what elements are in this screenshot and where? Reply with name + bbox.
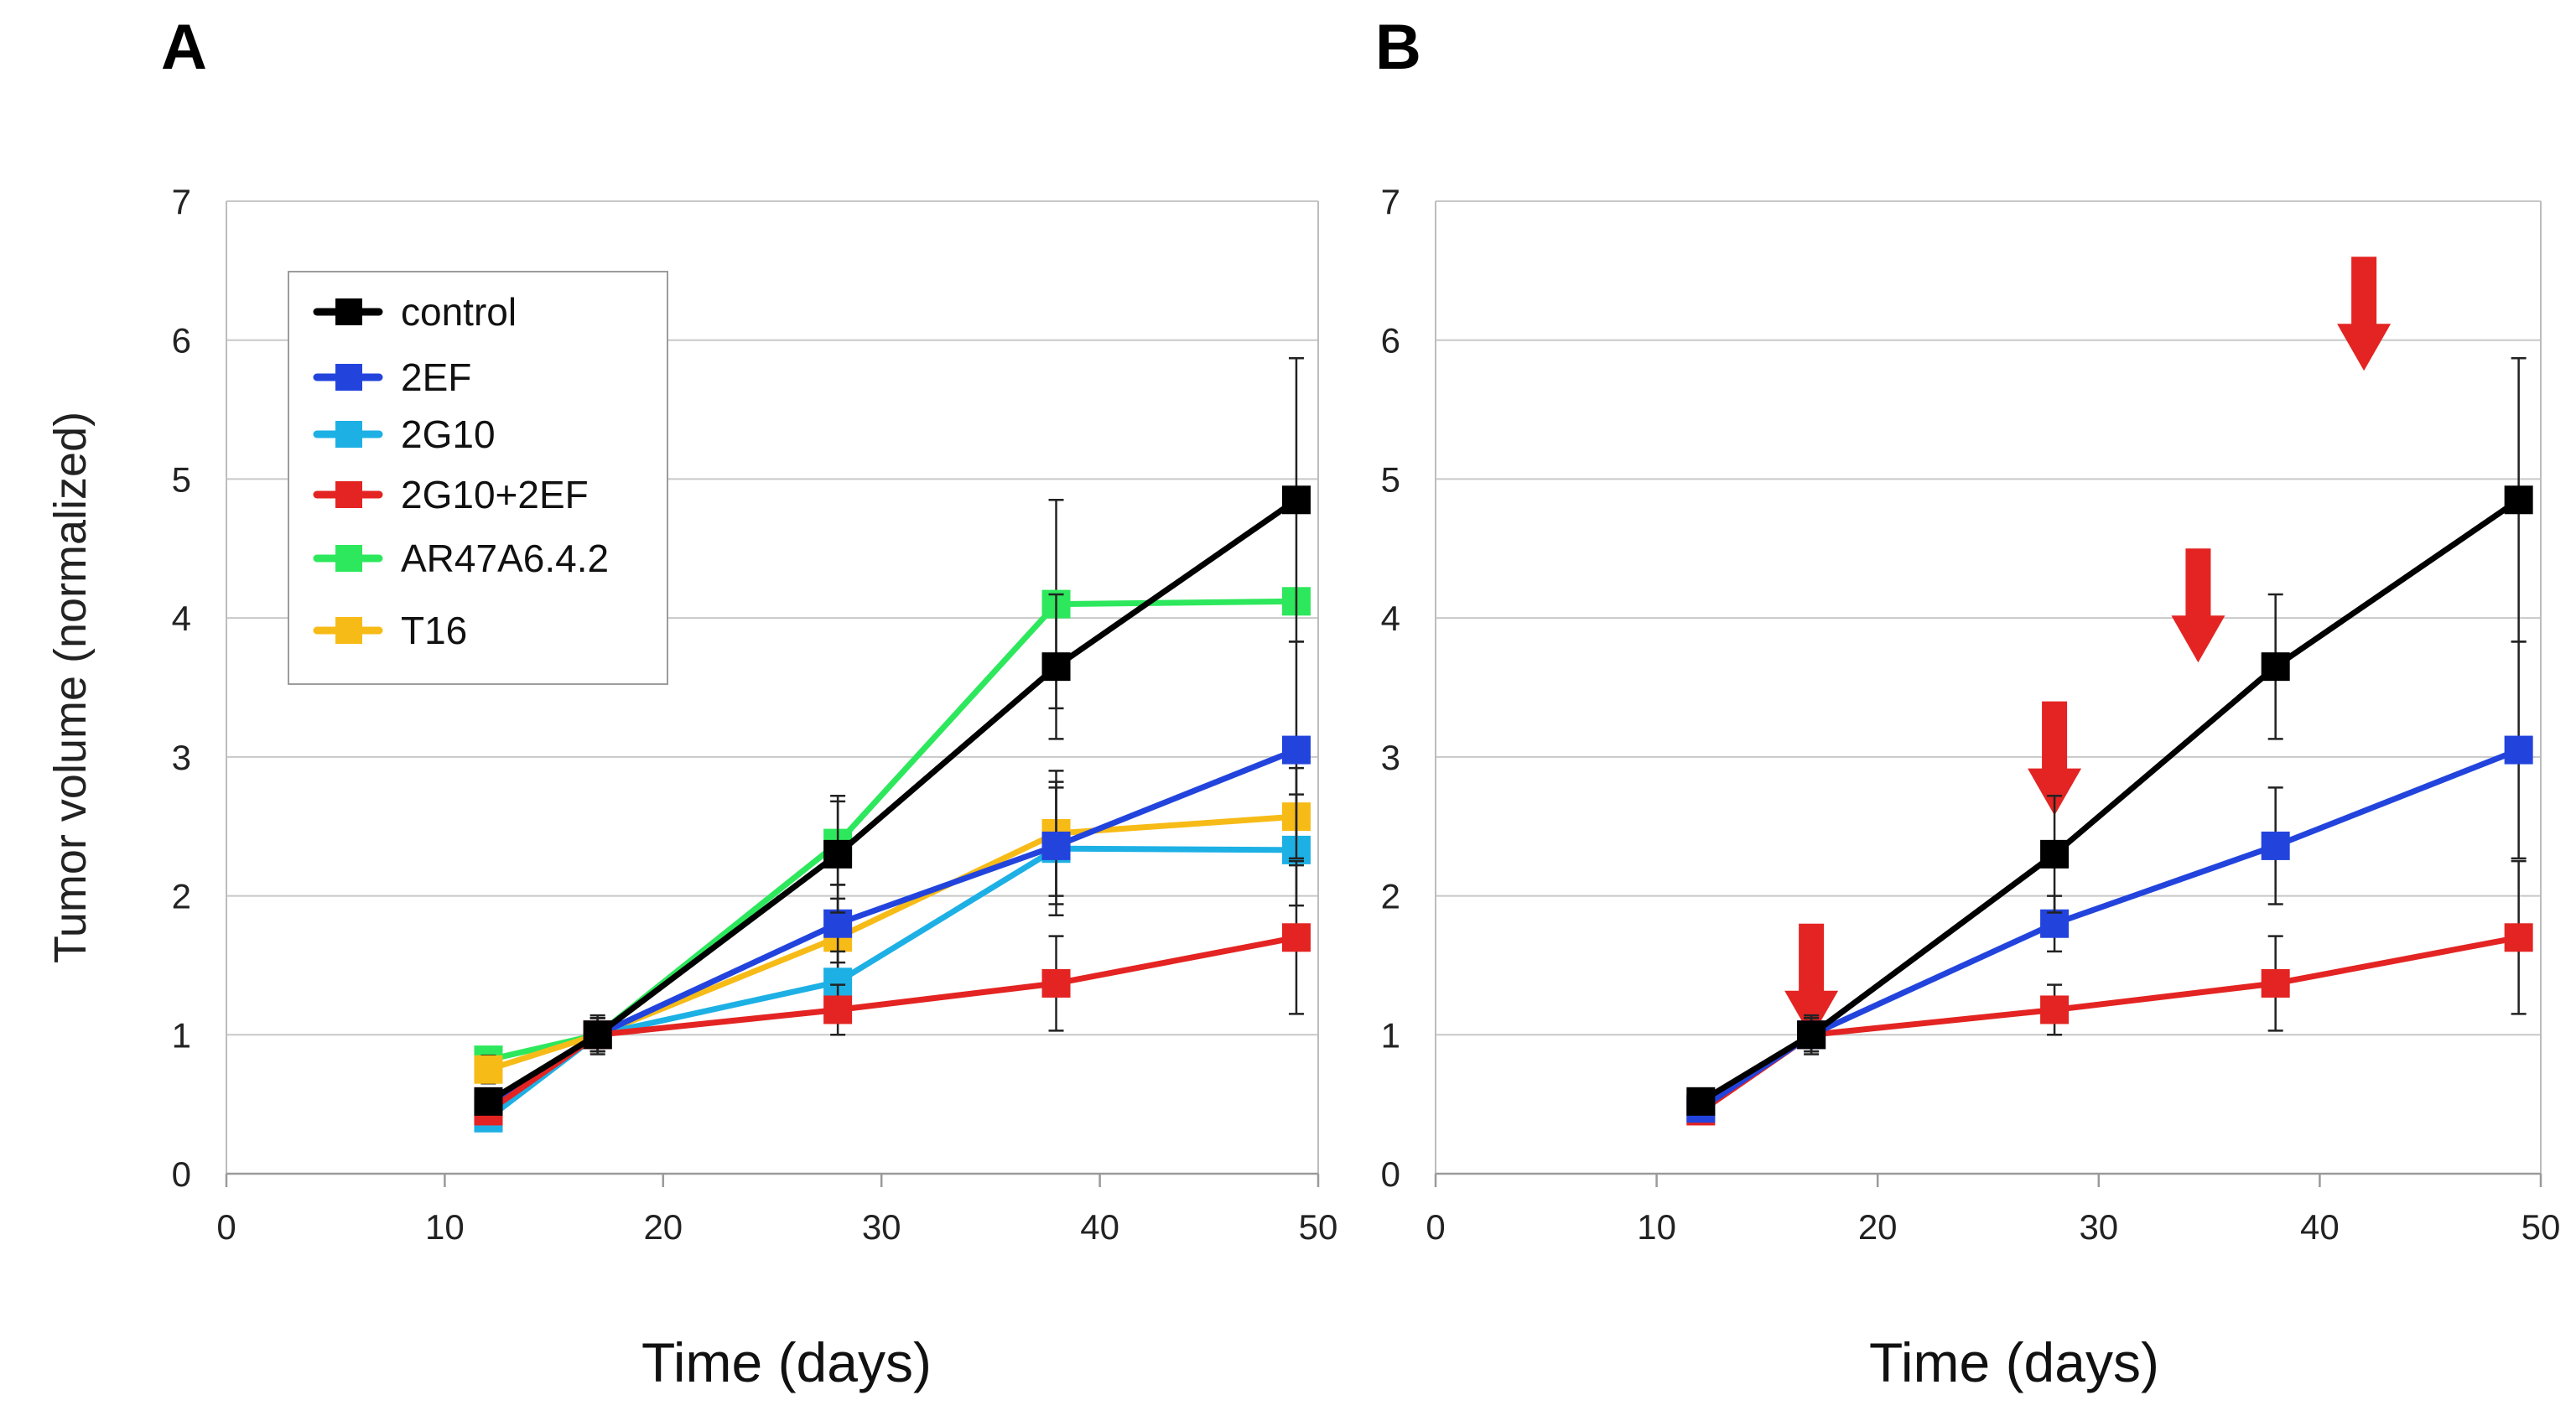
- panel-a-x-axis-label: Time (days): [641, 1331, 932, 1393]
- panel-b-marker-control: [2040, 839, 2070, 869]
- panel-b-marker-control: [2504, 485, 2533, 515]
- legend-label-control: control: [401, 290, 517, 334]
- panel-b-marker-control: [1797, 1020, 1826, 1050]
- panel-a-y-tick-label: 5: [172, 459, 191, 499]
- panel-a-marker-control: [583, 1020, 612, 1050]
- panel-b-y-tick-label: 0: [1381, 1154, 1400, 1194]
- panel-a-chart: 0 1 2 3 4 5 6 7 0 10 20 30 40 50 control 2EF 2G10 2G10+2E…: [172, 182, 1338, 1247]
- panel-a-y-tick-label: 4: [172, 599, 191, 638]
- panel-b-y-tick-label: 4: [1381, 599, 1400, 638]
- panel-b-treatment-arrow-icon: [2337, 257, 2392, 371]
- panel-b-y-tick-label: 3: [1381, 738, 1400, 777]
- panel-b-marker-2g10-2ef: [2261, 968, 2290, 998]
- panel-a-marker-control: [1281, 485, 1311, 515]
- legend-label-t16: T16: [401, 609, 467, 652]
- legend-label-2g10-2ef: 2G10+2EF: [401, 473, 589, 516]
- panel-b-x-tick-label: 20: [1858, 1207, 1898, 1247]
- panel-b-marker-2ef: [2261, 831, 2290, 860]
- panel-b-marker-control: [1686, 1087, 1716, 1116]
- panel-a-y-tick-label: 3: [172, 738, 191, 777]
- panel-a-marker-2ef: [823, 909, 853, 938]
- panel-a-marker-2ef: [1041, 831, 1071, 860]
- panel-a-x-tick-label: 0: [216, 1207, 236, 1247]
- panel-a-y-tick-label: 0: [172, 1154, 191, 1194]
- panel-a-x-tick-label: 30: [862, 1207, 901, 1247]
- panel-b-treatment-arrow-icon: [1784, 923, 1839, 1038]
- panel-b-x-tick-label: 50: [2521, 1207, 2561, 1247]
- legend-box: [288, 271, 668, 685]
- panel-b-label: B: [1375, 12, 1421, 83]
- panel-b-treatment-arrow-icon: [2028, 701, 2082, 816]
- panel-b-marker-2g10-2ef: [2504, 923, 2533, 952]
- legend-swatch-marker-ar47a6-4-2: [335, 545, 362, 572]
- panel-a-legend: control 2EF 2G10 2G10+2EF AR47A6.4.2 T16: [288, 271, 668, 685]
- panel-a-marker-2g10-2ef: [823, 995, 853, 1024]
- panel-b-y-tick-label: 7: [1381, 182, 1400, 221]
- panel-a-x-tick-label: 40: [1080, 1207, 1119, 1247]
- panel-a-y-tick-label: 2: [172, 877, 191, 916]
- panel-b-y-tick-label: 1: [1381, 1015, 1400, 1055]
- panel-b-y-tick-label: 6: [1381, 321, 1400, 360]
- panel-b-treatment-arrow-icon: [2171, 548, 2225, 663]
- panel-a-x-tick-label: 50: [1299, 1207, 1338, 1247]
- panel-a-y-tick-label: 1: [172, 1015, 191, 1055]
- panel-a-y-tick-label: 7: [172, 182, 191, 221]
- legend-label-ar47a6-4-2: AR47A6.4.2: [401, 537, 609, 580]
- panel-b-chart: 0 1 2 3 4 5 6 7 0 10 20 30 40 50: [1381, 182, 2561, 1247]
- panel-b-series-control: [1686, 357, 2533, 1116]
- panel-b-x-tick-label: 0: [1426, 1207, 1445, 1247]
- panel-b-marker-2ef: [2504, 735, 2533, 765]
- panel-a-marker-2g10-2ef: [1041, 968, 1071, 998]
- panel-a-y-tick-label: 6: [172, 321, 191, 360]
- legend-label-2g10: 2G10: [401, 412, 496, 456]
- panel-a-marker-2ef: [1281, 735, 1311, 765]
- legend-swatch-marker-2g10: [335, 421, 362, 448]
- panel-a-series-2g10-2ef: [474, 859, 1311, 1126]
- panel-b-y-tick-label: 2: [1381, 877, 1400, 916]
- panel-b-x-tick-label: 10: [1637, 1207, 1676, 1247]
- panel-a-series-control: [474, 357, 1311, 1116]
- legend-swatch-marker-t16: [335, 617, 362, 644]
- panel-b-x-tick-label: 30: [2079, 1207, 2118, 1247]
- panel-b-marker-2ef: [2040, 909, 2070, 938]
- legend-swatch-marker-2g10-2ef: [335, 481, 362, 508]
- panel-a-marker-2g10-2ef: [1281, 923, 1311, 952]
- panel-a-x-tick-label: 10: [425, 1207, 465, 1247]
- panel-b-x-axis-label: Time (days): [1869, 1331, 2159, 1393]
- panel-b-marker-control: [2261, 652, 2290, 682]
- legend-label-2ef: 2EF: [401, 355, 471, 399]
- panel-a-x-tick-label: 20: [643, 1207, 683, 1247]
- panel-b-marker-2g10-2ef: [2040, 995, 2070, 1024]
- panel-a-y-axis-label: Tumor volume (normalized): [45, 412, 96, 963]
- panel-a-marker-control: [1041, 652, 1071, 682]
- panel-b-x-tick-label: 40: [2300, 1207, 2340, 1247]
- panel-a-marker-t16: [474, 1055, 503, 1084]
- panel-a-marker-control: [823, 839, 853, 869]
- legend-swatch-marker-control: [335, 298, 362, 325]
- panel-b-y-tick-label: 5: [1381, 459, 1400, 499]
- legend-swatch-marker-2ef: [335, 364, 362, 391]
- panel-a-line-2g10: [486, 845, 1296, 1121]
- panel-a-label: A: [161, 12, 207, 83]
- panel-a-marker-control: [474, 1087, 503, 1116]
- panel-b-series-2ef: [1686, 641, 2533, 1123]
